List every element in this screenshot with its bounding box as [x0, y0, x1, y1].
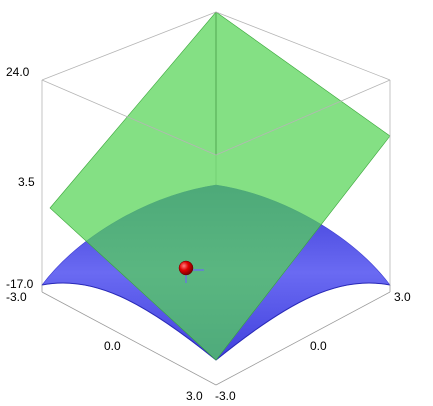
- x-tick-start: -3.0: [6, 290, 27, 304]
- x-tick-end: 3.0: [186, 389, 203, 403]
- z-tick-bottom: -17.0: [6, 277, 34, 291]
- bounding-box-top: [41, 11, 391, 285]
- bounding-box-front: [41, 285, 391, 386]
- z-tick-top: 24.0: [6, 65, 30, 79]
- y-tick-start: -3.0: [215, 389, 236, 403]
- tangent-plane: [49, 11, 391, 361]
- marked-point-group[interactable]: [178, 260, 204, 283]
- z-tick-mid: 3.5: [18, 175, 35, 189]
- x-tick-mid: 0.0: [104, 339, 121, 353]
- marked-point[interactable]: [178, 260, 194, 276]
- y-tick-mid: 0.0: [310, 339, 327, 353]
- y-tick-end: 3.0: [394, 290, 411, 304]
